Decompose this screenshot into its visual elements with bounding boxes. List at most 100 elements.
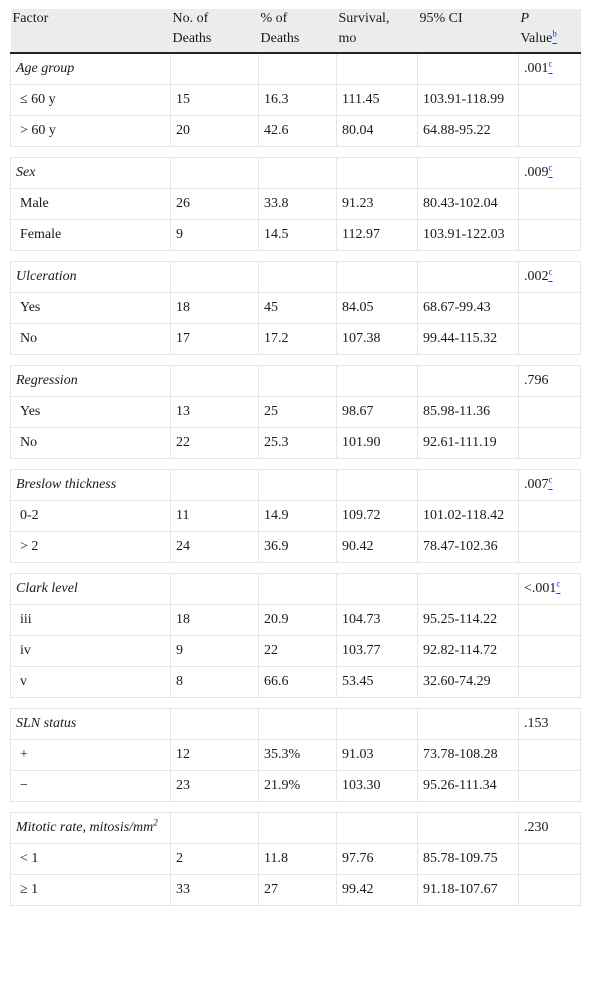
group-label: Breslow thickness xyxy=(10,469,171,501)
row-label: Male xyxy=(10,188,171,220)
row-label: No xyxy=(10,323,171,355)
empty-cell xyxy=(518,531,581,563)
row-pct: 45 xyxy=(258,292,337,324)
row-survival: 109.72 xyxy=(336,500,418,532)
row-survival: 103.30 xyxy=(336,770,418,802)
row-ci: 92.82-114.72 xyxy=(417,635,519,667)
empty-cell xyxy=(417,812,519,844)
table-row: +12 35.3% 91.03 73.78-108.28 xyxy=(10,739,581,771)
row-deaths: 2 xyxy=(170,843,259,875)
empty-cell xyxy=(518,500,581,532)
table-row: Male 26 33.8 91.23 80.43-102.04 xyxy=(10,188,581,220)
group-label: Ulceration xyxy=(10,261,171,293)
empty-cell xyxy=(258,812,337,844)
empty-cell xyxy=(170,157,259,189)
empty-cell xyxy=(170,708,259,740)
row-ci: 85.98-11.36 xyxy=(417,396,519,428)
row-deaths: 9 xyxy=(170,219,259,251)
row-label: > 2 xyxy=(10,531,171,563)
row-survival: 91.03 xyxy=(336,739,418,771)
row-deaths: 18 xyxy=(170,292,259,324)
empty-cell xyxy=(336,812,418,844)
table-row: Yes 18 45 84.05 68.67-99.43 xyxy=(10,292,581,324)
empty-cell xyxy=(518,874,581,906)
empty-cell xyxy=(336,365,418,397)
table-row: Female 9 14.5 112.97 103.91-122.03 xyxy=(10,219,581,251)
row-deaths: 33 xyxy=(170,874,259,906)
group-label: Mitotic rate, mitosis/mm2 xyxy=(10,812,171,844)
group-row: Breslow thickness .007c xyxy=(10,469,581,501)
empty-cell xyxy=(258,157,337,189)
group-row: Age group .001c xyxy=(10,52,581,85)
row-pct: 21.9% xyxy=(258,770,337,802)
survival-table: Factor No. of Deaths % of Deaths Survival,… xyxy=(10,9,581,906)
table-body: Age group .001c ≤ 60 y 15 16.3 111.45 103.91-1… xyxy=(10,52,581,906)
group-row: Ulceration .002c xyxy=(10,261,581,293)
table-row: 0-2 11 14.9 109.72 101.02-118.42 xyxy=(10,500,581,532)
row-label: 0-2 xyxy=(10,500,171,532)
row-survival: 104.73 xyxy=(336,604,418,636)
row-pct: 66.6 xyxy=(258,666,337,698)
group-p-value: <.001c xyxy=(518,573,581,605)
row-pct: 16.3 xyxy=(258,84,337,116)
row-deaths: 15 xyxy=(170,84,259,116)
table-row: > 2 24 36.9 90.42 78.47-102.36 xyxy=(10,531,581,563)
row-ci: 91.18-107.67 xyxy=(417,874,519,906)
footnote-link-c[interactable]: c xyxy=(548,162,553,173)
spacer-cell xyxy=(10,250,581,262)
footnote-link-b[interactable]: b xyxy=(552,28,557,39)
table-row: Yes 13 25 98.67 85.98-11.36 xyxy=(10,396,581,428)
row-survival: 80.04 xyxy=(336,115,418,147)
group-spacer xyxy=(10,697,581,709)
row-pct: 33.8 xyxy=(258,188,337,220)
group-p-value: .009c xyxy=(518,157,581,189)
group-p-value: .796 xyxy=(518,365,581,397)
header-deaths-pct: % of Deaths xyxy=(258,9,337,54)
footnote-link-c[interactable]: c xyxy=(556,578,561,589)
header-deaths-no: No. of Deaths xyxy=(170,9,259,54)
empty-cell xyxy=(417,261,519,293)
row-deaths: 17 xyxy=(170,323,259,355)
empty-cell xyxy=(258,573,337,605)
group-spacer xyxy=(10,250,581,262)
empty-cell xyxy=(170,365,259,397)
empty-cell xyxy=(417,157,519,189)
footnote-link-c[interactable]: c xyxy=(548,58,553,69)
empty-cell xyxy=(518,843,581,875)
group-row: SLN status .153 xyxy=(10,708,581,740)
spacer-cell xyxy=(10,458,581,470)
row-deaths: 22 xyxy=(170,427,259,459)
table-row: ≥ 1 33 27 99.42 91.18-107.67 xyxy=(10,874,581,906)
row-ci: 32.60-74.29 xyxy=(417,666,519,698)
header-p-value: P Valueb xyxy=(518,9,581,54)
group-row: Clark level <.001c xyxy=(10,573,581,605)
group-spacer xyxy=(10,801,581,813)
empty-cell xyxy=(336,261,418,293)
group-row: Regression .796 xyxy=(10,365,581,397)
group-row: Sex .009c xyxy=(10,157,581,189)
table-row: No 22 25.3 101.90 92.61-111.19 xyxy=(10,427,581,459)
spacer-cell xyxy=(10,146,581,158)
table-row: No 17 17.2 107.38 99.44-115.32 xyxy=(10,323,581,355)
empty-cell xyxy=(518,635,581,667)
row-survival: 111.45 xyxy=(336,84,418,116)
footnote-link-c[interactable]: c xyxy=(548,266,553,277)
group-p-value: .153 xyxy=(518,708,581,740)
footnote-link-c[interactable]: c xyxy=(548,474,553,485)
empty-cell xyxy=(258,365,337,397)
empty-cell xyxy=(518,188,581,220)
group-label: Regression xyxy=(10,365,171,397)
row-ci: 95.25-114.22 xyxy=(417,604,519,636)
row-survival: 53.45 xyxy=(336,666,418,698)
group-p-value: .001c xyxy=(518,52,581,85)
empty-cell xyxy=(518,604,581,636)
group-spacer xyxy=(10,354,581,366)
empty-cell xyxy=(518,396,581,428)
row-deaths: 26 xyxy=(170,188,259,220)
table-row: > 60 y 20 42.6 80.04 64.88-95.22 xyxy=(10,115,581,147)
row-pct: 17.2 xyxy=(258,323,337,355)
table-row: ≤ 60 y 15 16.3 111.45 103.91-118.99 xyxy=(10,84,581,116)
row-deaths: 24 xyxy=(170,531,259,563)
empty-cell xyxy=(170,261,259,293)
group-label: Sex xyxy=(10,157,171,189)
